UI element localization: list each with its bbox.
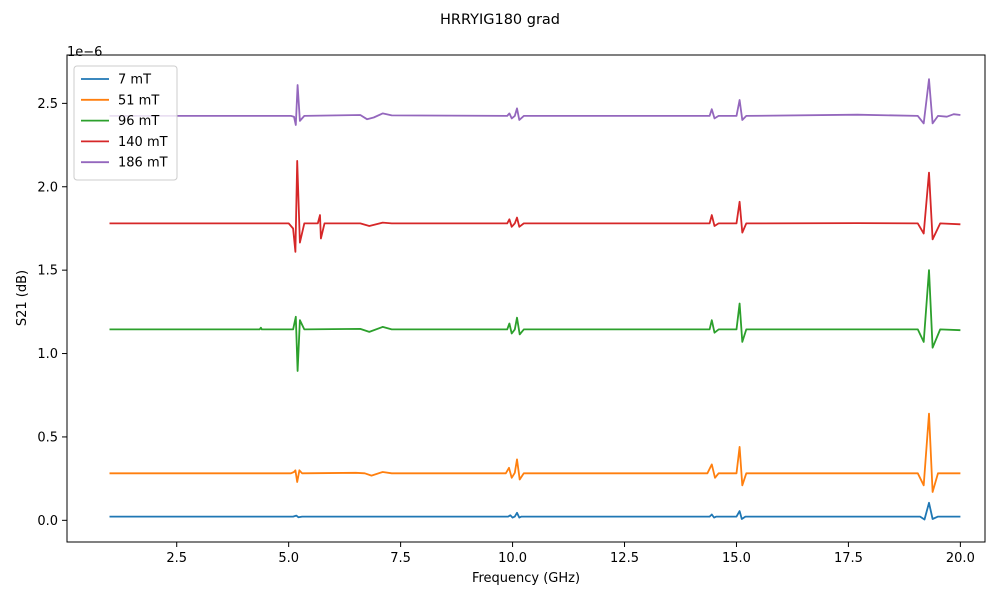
y-axis-label: S21 (dB) xyxy=(15,270,30,326)
x-tick-label: 17.5 xyxy=(834,551,863,566)
y-tick-label: 0.5 xyxy=(37,430,58,445)
legend-entry: 96 mT xyxy=(118,114,159,129)
y-axis: 0.0 0.5 1.0 1.5 2.0 2.5 xyxy=(37,97,67,529)
legend-entry: 51 mT xyxy=(118,93,159,108)
x-tick-label: 12.5 xyxy=(610,551,639,566)
legend: 7 mT 51 mT 96 mT 140 mT 186 mT xyxy=(73,65,178,181)
y-tick-label: 1.5 xyxy=(37,264,58,279)
legend-box xyxy=(73,65,178,181)
x-tick-label: 20.0 xyxy=(946,551,975,566)
plot-lines xyxy=(109,78,961,521)
y-offset-text: 1e−6 xyxy=(67,45,102,60)
series-line-1 xyxy=(109,412,961,493)
legend-entry: 7 mT xyxy=(118,73,151,88)
series-line-3 xyxy=(109,160,961,253)
x-axis-label: Frequency (GHz) xyxy=(472,571,580,586)
y-tick-label: 0.0 xyxy=(37,514,58,529)
x-tick-label: 15.0 xyxy=(722,551,751,566)
x-tick-label: 10.0 xyxy=(498,551,527,566)
series-line-2 xyxy=(109,269,961,372)
legend-entry: 186 mT xyxy=(118,156,168,171)
chart-title: HRRYIG180 grad xyxy=(440,12,560,28)
series-line-4 xyxy=(109,78,961,126)
x-axis: 2.5 5.0 7.5 10.0 12.5 15.0 17.5 20.0 xyxy=(166,542,975,566)
legend-entry: 140 mT xyxy=(118,135,168,150)
y-tick-label: 2.5 xyxy=(37,97,58,112)
y-tick-label: 1.0 xyxy=(37,347,58,362)
plot-frame xyxy=(66,54,986,543)
x-tick-label: 2.5 xyxy=(166,551,187,566)
series-line-0 xyxy=(109,501,961,521)
x-tick-label: 7.5 xyxy=(390,551,411,566)
y-tick-label: 2.0 xyxy=(37,180,58,195)
x-tick-label: 5.0 xyxy=(278,551,299,566)
